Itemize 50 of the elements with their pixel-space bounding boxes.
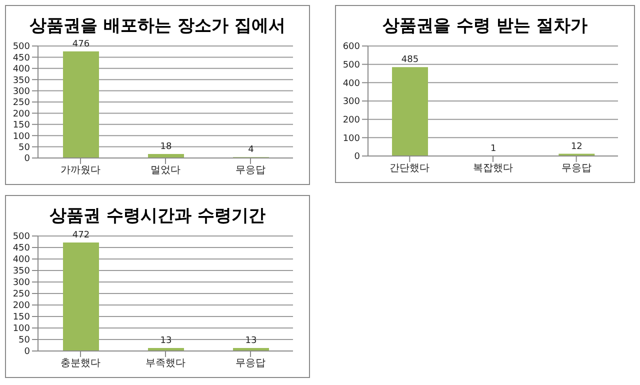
- x-tick-label: 멀었다: [150, 165, 180, 176]
- y-tick-label: 200: [342, 116, 360, 126]
- y-tick-label: 500: [12, 42, 30, 52]
- y-tick-label: 250: [12, 290, 30, 300]
- x-tick-label: 무응답: [236, 358, 266, 370]
- chart-title: 상품권 수령시간과 수령기간: [48, 205, 266, 228]
- data-label: 472: [72, 230, 90, 240]
- y-tick-label: 50: [18, 336, 30, 346]
- y-tick-label: 450: [12, 53, 30, 64]
- y-tick-label: 200: [12, 301, 30, 312]
- y-tick-label: 100: [12, 132, 30, 142]
- y-tick-label: 0: [24, 154, 30, 164]
- data-label: 12: [570, 142, 582, 152]
- data-label: 13: [160, 336, 172, 346]
- y-tick-label: 400: [12, 64, 30, 75]
- y-tick-label: 450: [12, 244, 30, 254]
- x-tick-label: 복잡했다: [473, 163, 513, 174]
- y-tick-label: 0: [24, 347, 30, 358]
- x-tick-label: 충분했다: [60, 358, 100, 370]
- x-tick-label: 간단했다: [390, 163, 430, 174]
- data-label: 13: [245, 336, 257, 346]
- x-tick-label: 가까웠다: [60, 165, 100, 176]
- data-label: 476: [72, 39, 90, 50]
- y-tick-label: 150: [12, 312, 30, 323]
- y-tick-label: 500: [342, 60, 360, 71]
- y-tick-label: 400: [12, 255, 30, 266]
- y-tick-label: 300: [12, 86, 30, 97]
- data-label: 18: [160, 142, 172, 152]
- y-tick-label: 300: [12, 278, 30, 288]
- y-tick-label: 350: [12, 76, 30, 86]
- y-tick-label: 100: [12, 324, 30, 334]
- x-tick-label: 부족했다: [146, 358, 186, 370]
- y-tick-label: 350: [12, 266, 30, 277]
- y-tick-label: 600: [342, 42, 360, 52]
- y-tick-label: 100: [342, 134, 360, 144]
- y-tick-label: 400: [342, 78, 360, 89]
- data-label: 4: [248, 145, 254, 156]
- data-label: 1: [490, 144, 496, 154]
- y-tick-label: 150: [12, 120, 30, 131]
- chart-title: 상품권을 수령 받는 절차가: [382, 15, 588, 38]
- x-tick-label: 무응답: [561, 163, 592, 174]
- data-label: 485: [401, 55, 419, 66]
- y-tick-label: 50: [18, 142, 30, 153]
- y-tick-label: 500: [12, 232, 30, 242]
- y-tick-label: 300: [342, 97, 360, 108]
- x-tick-label: 무응답: [236, 165, 266, 176]
- y-tick-label: 0: [354, 152, 360, 162]
- chart-title: 상품권을 배포하는 장소가 집에서: [28, 15, 286, 38]
- y-tick-label: 250: [12, 98, 30, 108]
- y-tick-label: 200: [12, 109, 30, 120]
